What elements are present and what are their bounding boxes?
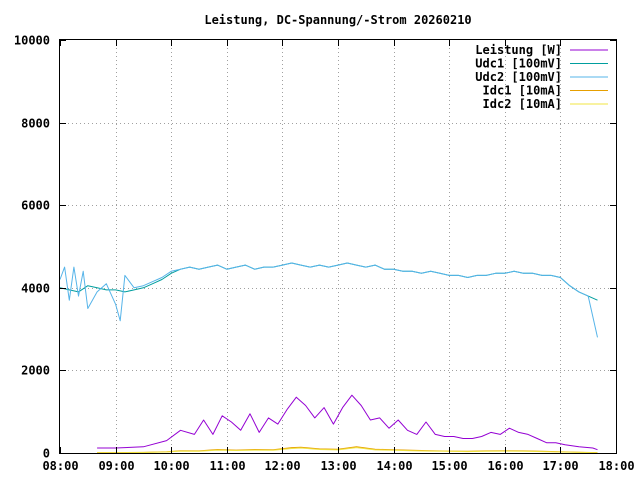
grid <box>60 40 616 453</box>
x-tick-label: 09:00 <box>98 459 134 473</box>
y-tick-label: 10000 <box>14 34 50 48</box>
x-axis-ticks: 08:00 09:00 10:00 11:00 12:00 13:00 14:00 15:00… <box>42 40 635 473</box>
plot-frame <box>59 39 617 454</box>
x-tick-label: 14:00 <box>376 459 412 473</box>
x-tick-label: 11:00 <box>209 459 245 473</box>
series-line-udc1 <box>59 262 598 301</box>
legend-label: Leistung [W] <box>475 43 562 57</box>
series-line-leistung <box>97 394 598 451</box>
y-tick-label: 8000 <box>21 117 50 131</box>
series-layer <box>59 262 598 454</box>
legend: Leistung [W]Udc1 [100mV]Udc2 [100mV]Idc1… <box>475 43 608 111</box>
legend-label: Udc2 [100mV] <box>475 70 562 84</box>
x-tick-label: 13:00 <box>320 459 356 473</box>
x-tick-label: 15:00 <box>431 459 467 473</box>
y-tick-label: 0 <box>43 447 50 461</box>
series-line-udc2 <box>59 262 598 338</box>
legend-label: Idc2 [10mA] <box>483 97 562 111</box>
legend-label: Udc1 [100mV] <box>475 57 562 71</box>
y-tick-label: 6000 <box>21 199 50 213</box>
x-tick-label: 16:00 <box>487 459 523 473</box>
y-axis-ticks: 0 2000 4000 6000 8000 10000 <box>14 34 616 461</box>
x-tick-label: 10:00 <box>153 459 189 473</box>
y-tick-label: 4000 <box>21 282 50 296</box>
series-line-idc2 <box>97 447 598 454</box>
y-tick-label: 2000 <box>21 364 50 378</box>
legend-label: Idc1 [10mA] <box>483 84 562 98</box>
x-tick-label: 18:00 <box>598 459 634 473</box>
x-tick-label: 17:00 <box>542 459 578 473</box>
x-tick-label: 12:00 <box>264 459 300 473</box>
chart-title: Leistung, DC-Spannung/-Strom 20260210 <box>204 13 471 27</box>
x-tick-label: 08:00 <box>42 459 78 473</box>
